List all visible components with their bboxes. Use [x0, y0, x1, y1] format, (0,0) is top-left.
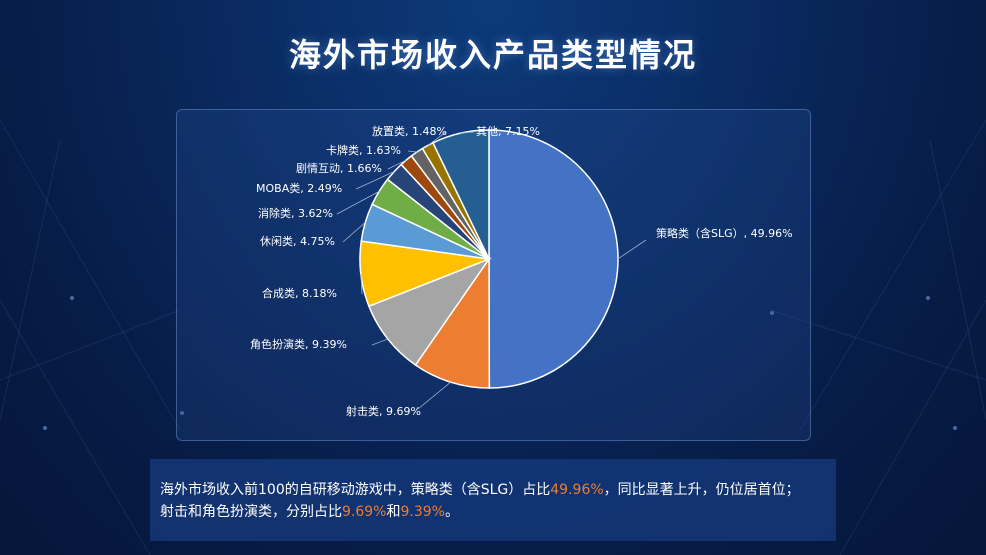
summary-text: 射击和角色扮演类，分别占比	[160, 504, 342, 520]
slice-label: 角色扮演类, 9.39%	[250, 337, 347, 351]
page-title: 海外市场收入产品类型情况	[288, 36, 697, 74]
leader-line	[342, 221, 366, 243]
leader-line	[387, 159, 407, 170]
leader-line	[336, 191, 380, 215]
leader-line	[460, 131, 475, 134]
slice-label: 策略类（含SLG）, 49.96%	[656, 226, 793, 240]
highlight-value: 9.39%	[400, 504, 445, 520]
leader-line	[427, 131, 447, 146]
summary-text: 海外市场收入前100的自研移动游戏中，策略类（含SLG）占比	[160, 482, 551, 498]
leader-line	[371, 338, 388, 346]
summary-line-2: 射击和角色扮演类，分别占比9.69%和9.39%。	[160, 501, 826, 523]
slice-label: 休闲类, 4.75%	[260, 234, 335, 248]
slice-label: 其他, 7.15%	[476, 125, 540, 138]
slice-label: 射击类, 9.69%	[346, 404, 421, 418]
slice-label: 剧情互动, 1.66%	[296, 162, 382, 175]
slice-label: 消除类, 3.62%	[258, 206, 333, 220]
pie-slice	[367, 257, 492, 367]
leader-line	[360, 274, 363, 295]
slice-label: 卡牌类, 1.63%	[326, 143, 401, 157]
summary-text: 和	[386, 504, 401, 520]
summary-text: ，同比显著上升，仍位居首位；	[603, 482, 800, 498]
pie-slice	[414, 256, 491, 389]
summary-line-1: 海外市场收入前100的自研移动游戏中，策略类（含SLG）占比49.96%，同比显…	[160, 479, 826, 501]
highlight-value: 9.69%	[342, 504, 387, 520]
leader-line	[617, 239, 647, 260]
pie-slice	[488, 129, 619, 389]
leader-line	[407, 150, 417, 153]
leader-line	[355, 171, 395, 190]
leader-line	[417, 381, 451, 410]
summary-note: 海外市场收入前100的自研移动游戏中，策略类（含SLG）占比49.96%，同比显…	[150, 459, 836, 541]
slice-label: 合成类, 8.18%	[262, 286, 337, 300]
slice-label: MOBA类, 2.49%	[256, 181, 342, 195]
highlight-value: 49.96%	[550, 482, 604, 498]
slice-label: 放置类, 1.48%	[372, 124, 447, 138]
summary-text: 。	[444, 504, 459, 520]
pie-chart: 策略类（含SLG）, 49.96% 射击类, 9.69% 角色扮演类, 9.39% 合…	[250, 124, 793, 418]
